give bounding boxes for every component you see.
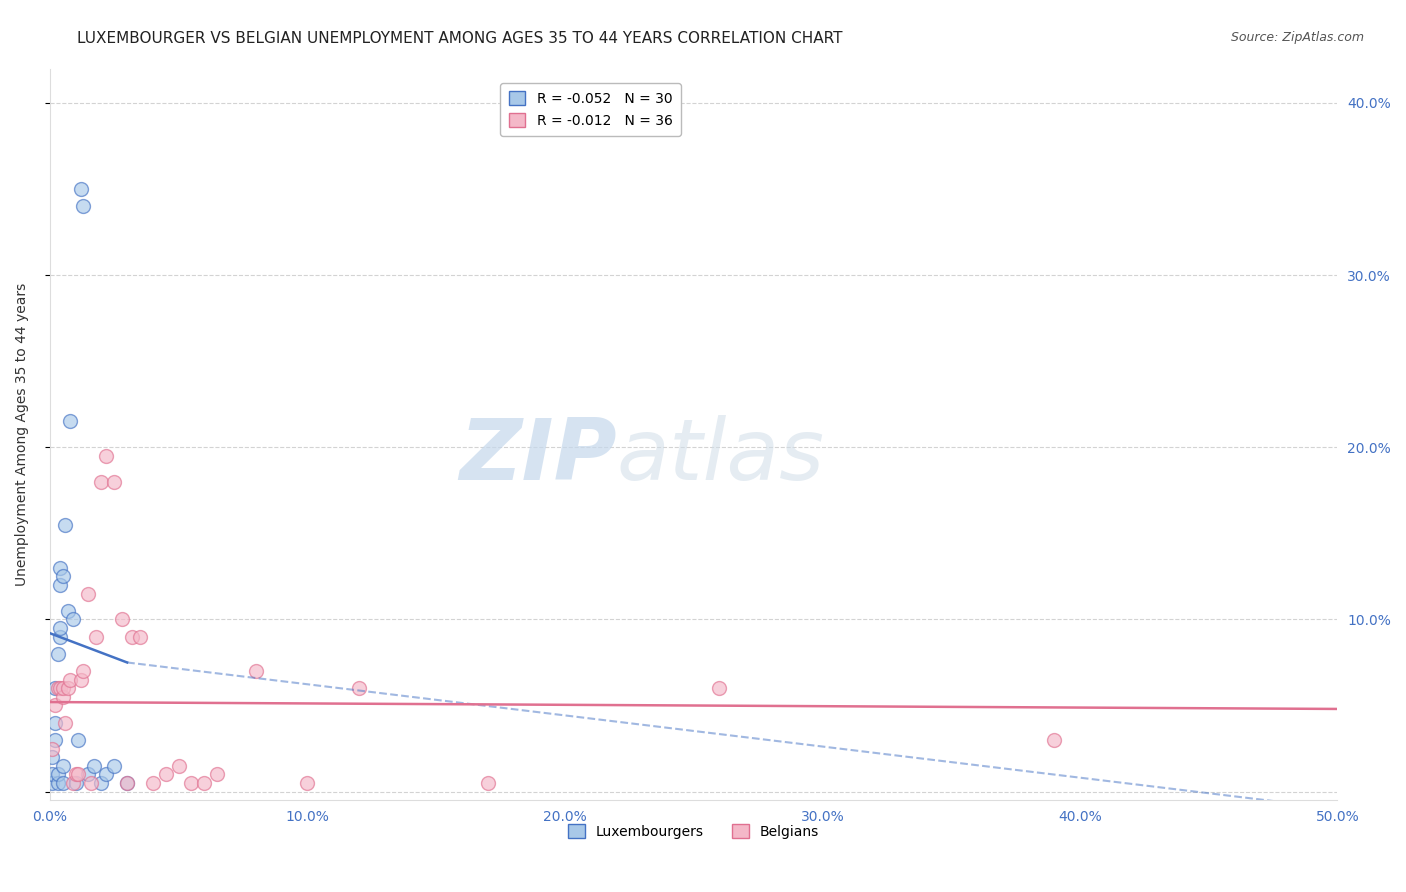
Point [65,767,87,781]
Point [297,776,319,790]
Point [52,690,75,704]
Point [53,715,76,730]
Point [69,673,91,687]
Point [41,750,63,764]
Point [103,758,125,772]
Point [41,767,63,781]
Point [155,767,177,781]
Point [1043,733,1066,747]
Legend: Luxembourgers, Belgians: Luxembourgers, Belgians [562,819,824,845]
Point [41,741,63,756]
Point [59,673,82,687]
Point [90,475,112,489]
Point [193,776,215,790]
Point [205,767,228,781]
Point [90,776,112,790]
Point [49,681,72,696]
Point [52,569,75,583]
Point [121,630,143,644]
Point [67,767,90,781]
Point [83,758,105,772]
Point [103,475,125,489]
Point [84,630,107,644]
Point [44,733,66,747]
Point [46,647,69,661]
Point [49,621,72,635]
Point [72,664,94,678]
Point [115,776,138,790]
Y-axis label: Unemployment Among Ages 35 to 44 years: Unemployment Among Ages 35 to 44 years [15,283,30,586]
Point [80,776,103,790]
Point [41,776,63,790]
Point [69,182,91,196]
Point [52,758,75,772]
Point [129,630,152,644]
Point [142,776,165,790]
Point [49,578,72,592]
Point [49,561,72,575]
Point [56,681,79,696]
Point [44,681,66,696]
Point [49,630,72,644]
Text: Source: ZipAtlas.com: Source: ZipAtlas.com [1230,31,1364,45]
Point [65,776,87,790]
Point [709,681,731,696]
Point [52,681,75,696]
Point [72,199,94,213]
Point [77,586,100,600]
Point [44,715,66,730]
Point [44,698,66,713]
Point [46,776,69,790]
Point [62,612,84,626]
Point [115,776,138,790]
Point [167,758,190,772]
Text: ZIP: ZIP [458,415,616,498]
Point [46,767,69,781]
Point [96,767,118,781]
Text: atlas: atlas [616,415,824,498]
Point [96,449,118,463]
Point [111,612,134,626]
Point [52,776,75,790]
Point [180,776,202,790]
Point [477,776,499,790]
Point [67,733,90,747]
Point [245,664,267,678]
Point [46,681,69,696]
Point [62,776,84,790]
Point [59,414,82,428]
Point [77,767,100,781]
Point [347,681,370,696]
Point [53,517,76,532]
Point [56,604,79,618]
Text: LUXEMBOURGER VS BELGIAN UNEMPLOYMENT AMONG AGES 35 TO 44 YEARS CORRELATION CHART: LUXEMBOURGER VS BELGIAN UNEMPLOYMENT AMO… [77,31,842,46]
